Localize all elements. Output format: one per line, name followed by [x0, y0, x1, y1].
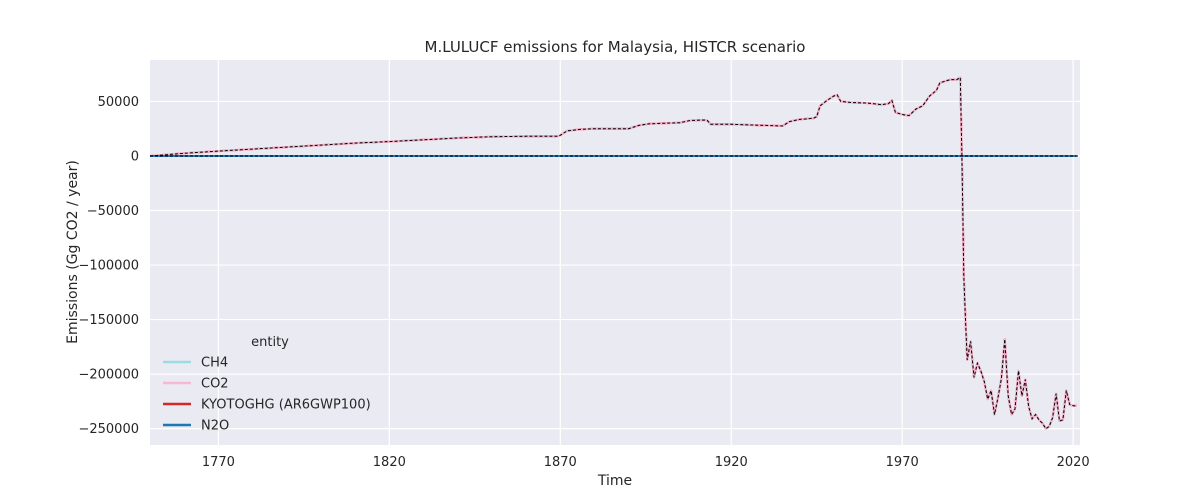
y-tick-label: −150000 — [78, 313, 139, 328]
series-line-overlay — [149, 76, 1077, 430]
y-tick-label: −200000 — [78, 368, 139, 383]
x-tick-label: 1920 — [715, 455, 748, 470]
x-tick-label: 2020 — [1057, 455, 1090, 470]
grid — [150, 60, 1080, 445]
y-tick-label: −100000 — [78, 259, 139, 274]
y-tick-label: −250000 — [78, 422, 139, 437]
x-tick-label: 1820 — [373, 455, 406, 470]
legend-label: CO2 — [201, 377, 229, 392]
plot-area — [150, 60, 1080, 445]
y-tick-labels: 50000 0 −50000 −100000 −150000 −200000 −250000 — [78, 95, 139, 437]
legend-label: CH4 — [201, 356, 228, 371]
series-lines — [149, 76, 1080, 430]
x-tick-label: 1970 — [886, 455, 919, 470]
y-tick-label: −50000 — [87, 204, 139, 219]
x-tick-labels: 1770 1820 1870 1920 1970 2020 — [202, 455, 1090, 470]
legend-label: N2O — [201, 419, 229, 434]
x-tick-label: 1870 — [544, 455, 577, 470]
x-tick-label: 1770 — [202, 455, 235, 470]
x-axis-title: Time — [597, 473, 632, 489]
y-tick-label: 0 — [131, 149, 139, 164]
y-tick-label: 50000 — [98, 95, 139, 110]
legend-title: entity — [251, 335, 289, 350]
legend: entity CH4 CO2 KYOTOGHG (AR6GWP100) N2O — [163, 335, 371, 434]
chart-title: M.LULUCF emissions for Malaysia, HISTCR … — [425, 38, 806, 56]
legend-label: KYOTOGHG (AR6GWP100) — [201, 398, 371, 413]
y-axis-title: Emissions (Gg CO2 / year) — [65, 160, 81, 344]
